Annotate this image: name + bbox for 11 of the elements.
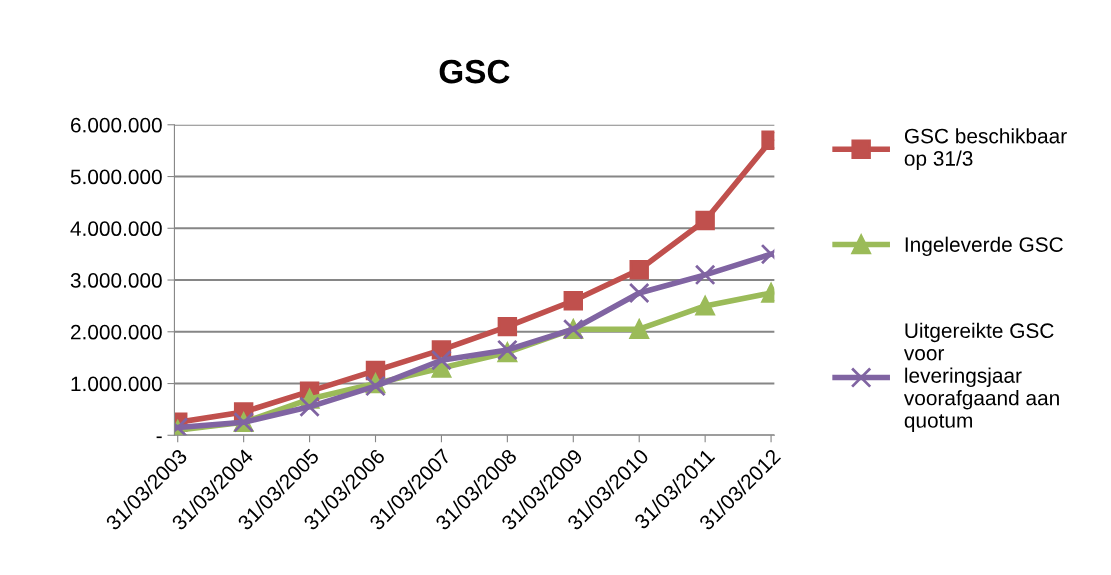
y-tick-label: 3.000.000: [70, 273, 162, 288]
legend-label: GSC beschikbaar op 31/3: [904, 128, 1067, 170]
legend-label: Uitgereikte GSC voor leveringsjaar voorafgaand aan quotum: [903, 322, 1059, 432]
y-tick-label: 1.000.000: [71, 376, 162, 392]
chart-title: GSC: [439, 59, 510, 84]
y-tick-label: -: [156, 436, 162, 439]
y-tick-label: 5.000.000: [70, 169, 162, 185]
legend-label: Ingeleverde GSC: [905, 236, 1063, 257]
y-tick-label: 6.000.000: [71, 117, 162, 133]
y-tick-label: 4.000.000: [70, 221, 162, 237]
y-tick-label: 2.000.000: [71, 324, 162, 340]
